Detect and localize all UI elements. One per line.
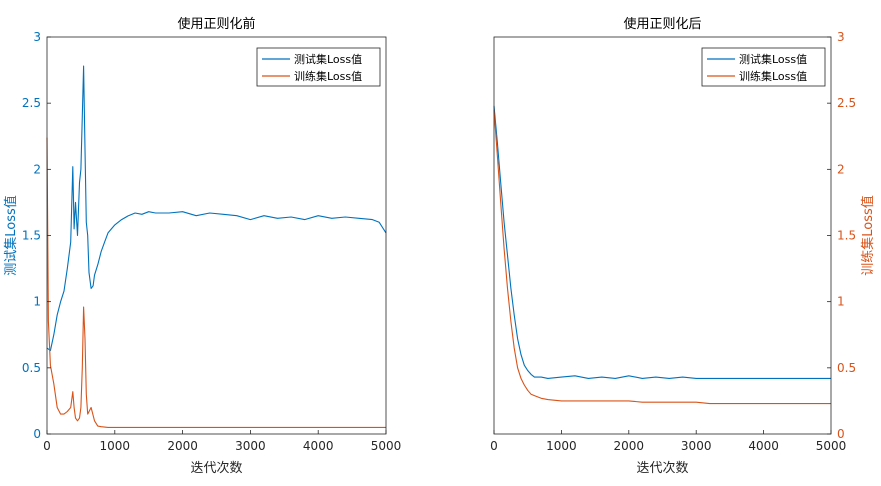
left-y-tick-label: 0.5: [22, 361, 41, 375]
right-y-tick-label: 2: [837, 162, 845, 176]
left-plot-area: [47, 37, 386, 434]
left-legend-box: [256, 47, 381, 87]
right-x-axis-label: 迭代次数: [636, 460, 688, 476]
right-x-tick-label: 5000: [816, 439, 847, 453]
right-x-tick-label: 0: [490, 439, 498, 453]
right-legend-box: [701, 47, 826, 87]
right-legend-label-train: 训练集Loss值: [739, 69, 807, 83]
right-plot-area: [494, 37, 831, 434]
right-x-tick-label: 1000: [546, 439, 577, 453]
left-y-tick-label: 1: [33, 295, 41, 309]
right-legend-label-test: 测试集Loss值: [739, 52, 807, 66]
right-series-layer: [493, 105, 831, 405]
right-y-tick-label: 2.5: [837, 96, 856, 110]
left-y-tick-label: 1.5: [22, 229, 41, 243]
right-x-ticks: 0 1000 2000 3000 4000 5000: [490, 430, 846, 453]
right-y-ticks: 0 0.5 1 1.5 2 2.5 3: [827, 30, 856, 441]
left-series-test-line: [46, 65, 387, 352]
left-x-axis-label: 迭代次数: [190, 460, 242, 476]
right-y-tick-label: 1: [837, 295, 845, 309]
left-series-layer: [46, 65, 387, 428]
left-chart-panel: 使用正则化前 0 1000 2000 3000 4000 5000 0 0.5 1 1.5 2 2.…: [3, 16, 401, 476]
left-x-tick-label: 4000: [303, 439, 334, 453]
left-y-tick-label: 0: [33, 427, 41, 441]
right-x-tick-label: 3000: [681, 439, 712, 453]
right-x-tick-label: 2000: [614, 439, 645, 453]
left-y-axis-label: 测试集Loss值: [3, 195, 19, 276]
left-y-ticks: 0 0.5 1 1.5 2 2.5 3: [22, 30, 51, 441]
right-series-test-line: [493, 105, 831, 379]
left-x-tick-label: 2000: [167, 439, 198, 453]
right-y-tick-label: 1.5: [837, 229, 856, 243]
left-legend: 测试集Loss值 训练集Loss值: [256, 47, 381, 87]
left-y-tick-label: 2.5: [22, 96, 41, 110]
left-x-tick-label: 1000: [100, 439, 131, 453]
right-series-train-line: [493, 109, 831, 405]
right-chart-panel: 使用正则化后 0 1000 2000 3000 4000 5000 0 0.5 1 1.5 2 2.…: [490, 16, 876, 476]
right-y-axis-label: 训练集Loss值: [860, 195, 876, 276]
left-legend-label-test: 测试集Loss值: [294, 52, 362, 66]
left-y-tick-label: 3: [33, 30, 41, 44]
left-chart-title: 使用正则化前: [177, 16, 255, 32]
right-y-tick-label: 3: [837, 30, 845, 44]
right-legend: 测试集Loss值 训练集Loss值: [701, 47, 826, 87]
right-x-tick-label: 4000: [748, 439, 779, 453]
right-chart-title: 使用正则化后: [623, 16, 701, 32]
left-x-tick-label: 5000: [371, 439, 402, 453]
left-series-train-line: [46, 137, 386, 428]
right-y-tick-label: 0: [837, 427, 845, 441]
left-x-tick-label: 3000: [235, 439, 266, 453]
left-x-ticks: 0 1000 2000 3000 4000 5000: [43, 430, 401, 453]
left-x-tick-label: 0: [43, 439, 51, 453]
right-y-tick-label: 0.5: [837, 361, 856, 375]
left-legend-label-train: 训练集Loss值: [294, 69, 362, 83]
left-y-tick-label: 2: [33, 162, 41, 176]
